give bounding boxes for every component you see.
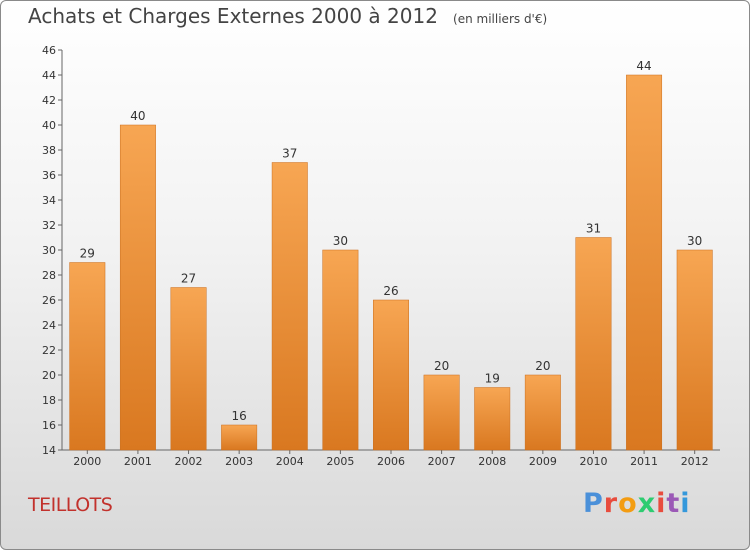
data-label: 20: [434, 359, 449, 373]
x-tick-label: 2006: [377, 455, 405, 468]
bar-2011: [626, 74, 663, 451]
y-tick-label: 28: [42, 269, 56, 282]
y-tick-label: 38: [42, 144, 56, 157]
y-tick-label: 24: [42, 319, 56, 332]
x-tick-label: 2004: [276, 455, 304, 468]
x-tick-label: 2009: [529, 455, 557, 468]
x-tick-label: 2003: [225, 455, 253, 468]
bar-2007: [423, 374, 460, 451]
bar-2009: [524, 374, 561, 451]
x-tick-label: 2001: [124, 455, 152, 468]
y-tick-label: 40: [42, 119, 56, 132]
data-label: 26: [383, 284, 398, 298]
x-tick-label: 2000: [73, 455, 101, 468]
commune-name: TEILLOTS: [28, 494, 113, 516]
logo-letter: x: [637, 488, 657, 519]
y-tick-label: 34: [42, 194, 56, 207]
y-tick-label: 20: [42, 369, 56, 382]
logo-letter: i: [656, 488, 667, 519]
y-tick-label: 16: [42, 419, 56, 432]
x-tick-label: 2005: [326, 455, 354, 468]
data-label: 29: [80, 247, 95, 261]
x-tick-label: 2011: [630, 455, 658, 468]
bar-2010: [575, 237, 612, 451]
y-tick-label: 36: [42, 169, 56, 182]
logo-letter: o: [618, 488, 638, 519]
bar-2002: [170, 287, 207, 451]
bar-2000: [69, 262, 106, 451]
bar-2001: [119, 124, 156, 451]
y-tick-label: 18: [42, 394, 56, 407]
data-label: 40: [130, 109, 145, 123]
x-tick-label: 2012: [681, 455, 709, 468]
bar-2003: [221, 424, 258, 451]
data-label: 20: [535, 359, 550, 373]
bar-2005: [322, 249, 359, 451]
x-tick-label: 2007: [428, 455, 456, 468]
unit-text: (en milliers d'€): [453, 12, 548, 26]
data-label: 30: [333, 234, 348, 248]
bar-2008: [474, 387, 511, 451]
logo-letter: i: [680, 488, 691, 519]
logo-letter: t: [666, 488, 681, 519]
proxiti-logo: Proxiti: [583, 488, 691, 519]
data-label: 27: [181, 272, 196, 286]
y-tick-label: 26: [42, 294, 56, 307]
x-tick-label: 2008: [478, 455, 506, 468]
logo-letter: r: [603, 488, 619, 519]
data-label: 37: [282, 147, 297, 161]
data-label: 19: [485, 372, 500, 386]
y-tick-label: 44: [42, 69, 56, 82]
y-tick-label: 46: [42, 44, 56, 57]
bar-2004: [271, 162, 308, 451]
data-label: 44: [636, 59, 651, 73]
logo-letter: P: [583, 488, 604, 519]
y-tick-label: 14: [42, 444, 56, 457]
data-label: 16: [232, 409, 247, 423]
bar-2006: [373, 299, 409, 451]
y-tick-label: 22: [42, 344, 56, 357]
x-tick-label: 2010: [579, 455, 607, 468]
y-tick-label: 30: [42, 244, 56, 257]
y-tick-label: 32: [42, 219, 56, 232]
bar-2012: [676, 249, 713, 451]
chart-title: Achats et Charges Externes 2000 à 2012 (…: [28, 4, 547, 28]
title-text: Achats et Charges Externes 2000 à 2012: [28, 4, 438, 28]
x-tick-label: 2002: [175, 455, 203, 468]
data-label: 30: [687, 234, 702, 248]
y-tick-label: 42: [42, 94, 56, 107]
data-label: 31: [586, 222, 601, 236]
